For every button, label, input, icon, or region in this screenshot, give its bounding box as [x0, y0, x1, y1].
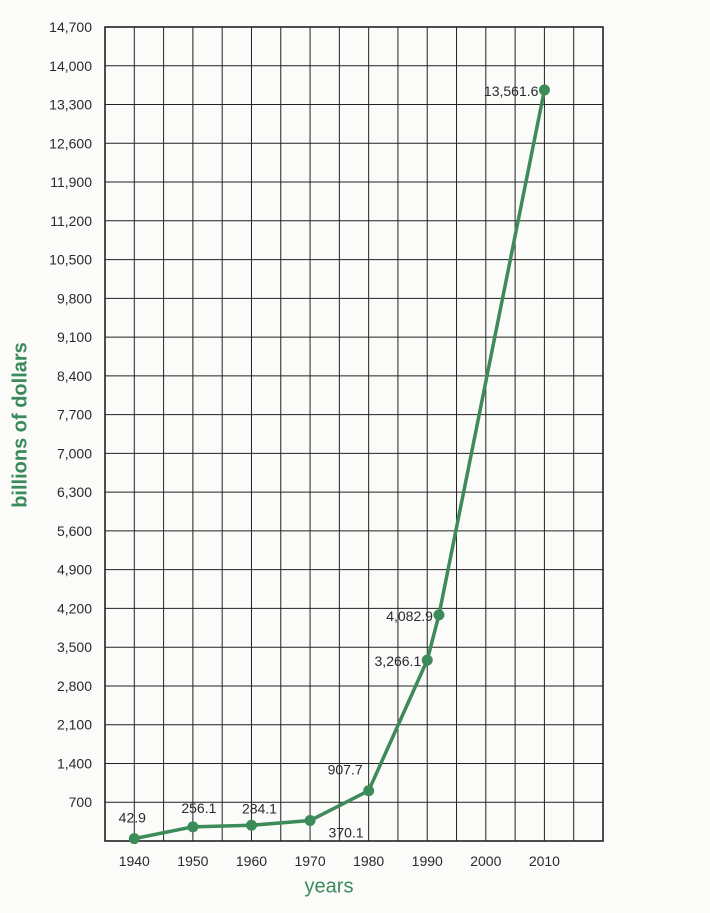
data-label: 907.7 [328, 762, 363, 778]
data-point [304, 815, 316, 827]
x-tick-label: 1960 [236, 853, 267, 869]
y-tick-label: 14,700 [49, 19, 92, 35]
data-label: 42.9 [119, 810, 146, 826]
data-point [421, 654, 433, 666]
data-label: 370.1 [329, 825, 364, 841]
y-tick-label: 11,900 [50, 174, 92, 190]
y-tick-label: 11,200 [50, 213, 92, 229]
data-point [187, 821, 199, 833]
y-tick-label: 3,500 [57, 639, 92, 655]
y-tick-label: 6,300 [57, 484, 92, 500]
y-tick-label: 10,500 [49, 252, 92, 268]
y-tick-label: 9,100 [57, 329, 92, 345]
data-label: 256.1 [181, 800, 216, 816]
y-tick-label: 9,800 [57, 290, 92, 306]
series-line [132, 88, 547, 841]
data-label: 4,082.9 [386, 608, 433, 624]
data-point [128, 833, 140, 845]
y-tick-label: 700 [69, 794, 93, 810]
x-tick-label: 2010 [529, 853, 560, 869]
x-tick-label: 1950 [177, 853, 208, 869]
plot-frame [104, 26, 604, 842]
data-point [433, 609, 445, 621]
x-tick-label: 2000 [470, 853, 501, 869]
y-tick-label: 4,200 [57, 600, 92, 616]
x-tick-label: 1940 [119, 853, 150, 869]
y-tick-label: 7,000 [57, 445, 92, 461]
x-tick-label: 1980 [353, 853, 384, 869]
y-tick-label: 1,400 [57, 755, 92, 771]
x-tick-label: 1990 [412, 853, 443, 869]
x-tick-label: 1970 [294, 853, 325, 869]
y-tick-label: 4,900 [57, 562, 92, 578]
data-label: 13,561.6 [484, 83, 539, 99]
y-tick-label: 8,400 [57, 368, 92, 384]
y-tick-label: 13,300 [49, 97, 92, 113]
y-axis-label: billions of dollars [9, 342, 32, 508]
y-tick-label: 2,800 [57, 678, 92, 694]
data-point [363, 785, 375, 797]
data-label: 284.1 [242, 800, 277, 816]
y-tick-label: 14,000 [49, 58, 92, 74]
data-label: 3,266.1 [375, 653, 422, 669]
x-axis-label: years [304, 875, 354, 898]
y-tick-label: 7,700 [57, 407, 92, 423]
data-point [538, 84, 550, 96]
y-tick-label: 5,600 [57, 523, 92, 539]
data-point [245, 819, 257, 831]
y-tick-label: 12,600 [49, 135, 92, 151]
y-tick-label: 2,100 [57, 717, 92, 733]
